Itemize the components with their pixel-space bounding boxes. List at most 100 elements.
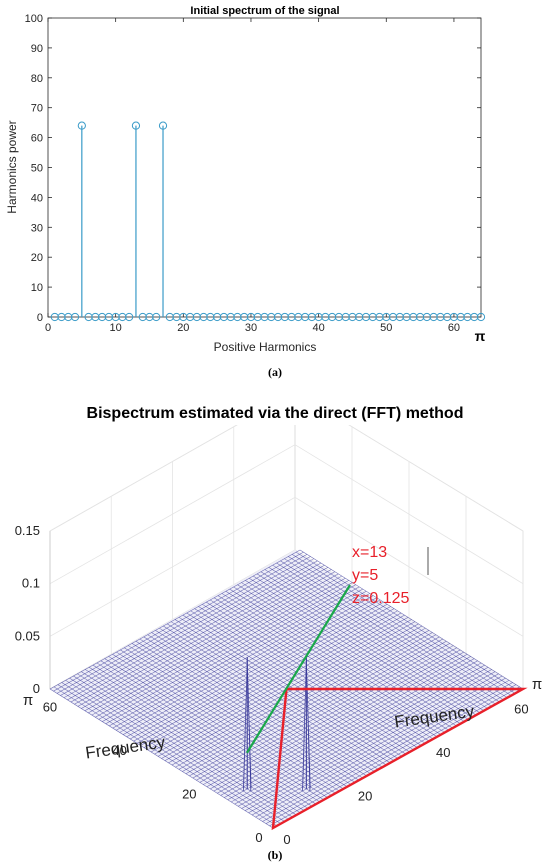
- mesh-line: [60, 556, 311, 696]
- peak-face: [243, 657, 248, 792]
- x-tick-label: 20: [182, 787, 196, 802]
- y-tick-label: 80: [31, 73, 43, 85]
- mesh-line: [67, 560, 318, 701]
- mesh-line: [105, 584, 356, 724]
- mesh-line: [217, 595, 442, 735]
- mesh-line: [198, 606, 422, 746]
- x-tick-label: 30: [245, 322, 257, 334]
- mesh-line: [237, 584, 461, 724]
- mesh-line: [229, 588, 453, 729]
- mesh-line: [260, 571, 485, 711]
- mesh-line: [95, 577, 346, 718]
- mesh-line: [272, 564, 496, 705]
- mesh-line: [157, 617, 409, 757]
- x-axis-end-label: π: [23, 692, 33, 709]
- stem-marker: [476, 312, 486, 322]
- mesh-line: [116, 591, 367, 731]
- y-tick-label: 60: [31, 133, 43, 145]
- z-grid: [49, 444, 296, 585]
- panel-label-b: (b): [267, 848, 283, 862]
- mesh-line: [280, 560, 504, 701]
- mesh-line: [63, 558, 315, 698]
- mesh-line: [140, 606, 391, 746]
- stem-marker: [131, 121, 141, 130]
- mesh-line: [133, 601, 384, 742]
- chart-title: Initial spectrum of the signal: [190, 5, 339, 17]
- panel-label-a: (a): [268, 365, 282, 379]
- annotation-line: x=13: [352, 544, 387, 561]
- y-tick-label: 10: [31, 282, 43, 294]
- y-tick-label: 60: [514, 702, 528, 717]
- z-tick-label: 0.15: [15, 523, 40, 538]
- mesh-line: [288, 556, 512, 696]
- y-tick-label: 0: [37, 312, 43, 324]
- mesh-line: [154, 614, 405, 755]
- x-tick-label: 60: [43, 700, 57, 715]
- z-grid: [294, 444, 524, 585]
- mesh-line: [150, 612, 402, 753]
- annotation-pointer: [246, 584, 351, 754]
- mesh-line: [249, 578, 473, 718]
- x-tick-label: 60: [448, 322, 460, 334]
- mesh-line: [81, 569, 332, 709]
- stem-marker: [77, 121, 86, 130]
- y-tick-label: 20: [358, 789, 372, 804]
- peak-face: [246, 657, 252, 792]
- mesh-line: [74, 564, 325, 705]
- mesh-line: [210, 599, 434, 740]
- y-axis-label: Harmonics power: [5, 120, 19, 213]
- x-axis-label: Positive Harmonics: [214, 340, 317, 354]
- z-grid: [49, 425, 238, 532]
- mesh-line: [88, 573, 339, 714]
- mesh-line: [109, 586, 360, 727]
- mesh-line: [91, 575, 342, 716]
- mesh-line: [56, 554, 308, 694]
- mesh-line: [292, 554, 516, 694]
- mesh-line: [221, 593, 446, 733]
- mesh-line: [182, 614, 406, 755]
- chart-title-3d: Bispectrum estimated via the direct (FFT…: [86, 405, 464, 422]
- mesh-line: [178, 617, 403, 757]
- mesh-line: [206, 601, 430, 742]
- mesh-line: [49, 549, 301, 690]
- stem-marker: [158, 121, 168, 130]
- mesh-line: [126, 597, 377, 738]
- y-tick-label: 50: [31, 163, 43, 175]
- mesh-line: [284, 558, 508, 698]
- mesh-line: [299, 549, 524, 690]
- mesh-line: [70, 562, 322, 703]
- mesh-line: [276, 562, 500, 703]
- plot-box: [47, 17, 482, 318]
- mesh-line: [102, 582, 353, 722]
- plot-area: 0 10 20 30 40 50 60 70 80 90 100 0 10 20 30 40 50 60: [25, 13, 482, 334]
- x-tick-label: 40: [313, 322, 325, 334]
- mesh-line: [136, 604, 388, 744]
- surface-peaks: [243, 657, 311, 792]
- mesh-line: [53, 551, 304, 692]
- mesh-line: [295, 551, 520, 692]
- mesh-line: [268, 567, 492, 707]
- mesh-line: [264, 569, 488, 709]
- y-tick-label: 70: [31, 103, 43, 115]
- mesh-line: [130, 599, 381, 740]
- z-tick-label: 0.1: [22, 576, 40, 591]
- stem-marker: [125, 312, 134, 322]
- mesh-line: [98, 580, 349, 720]
- x-tick-label: 20: [177, 322, 189, 334]
- mesh-line: [245, 580, 469, 720]
- mesh-line: [143, 608, 395, 748]
- annotation-line: z=0.125: [352, 590, 409, 607]
- y-tick-label: 100: [25, 13, 43, 25]
- mesh-line: [186, 612, 410, 753]
- highlight-triangle: [271, 687, 528, 831]
- y-tick-label: 30: [31, 222, 43, 234]
- y-axis-end-label: π: [532, 676, 542, 693]
- stem-marker: [152, 312, 161, 322]
- mesh-line: [225, 591, 449, 731]
- stem-series: [50, 121, 486, 322]
- annotation-line: y=5: [352, 567, 378, 584]
- z-grid: [49, 496, 296, 637]
- peak-annotation: x=13 y=5 z=0.125: [246, 544, 429, 754]
